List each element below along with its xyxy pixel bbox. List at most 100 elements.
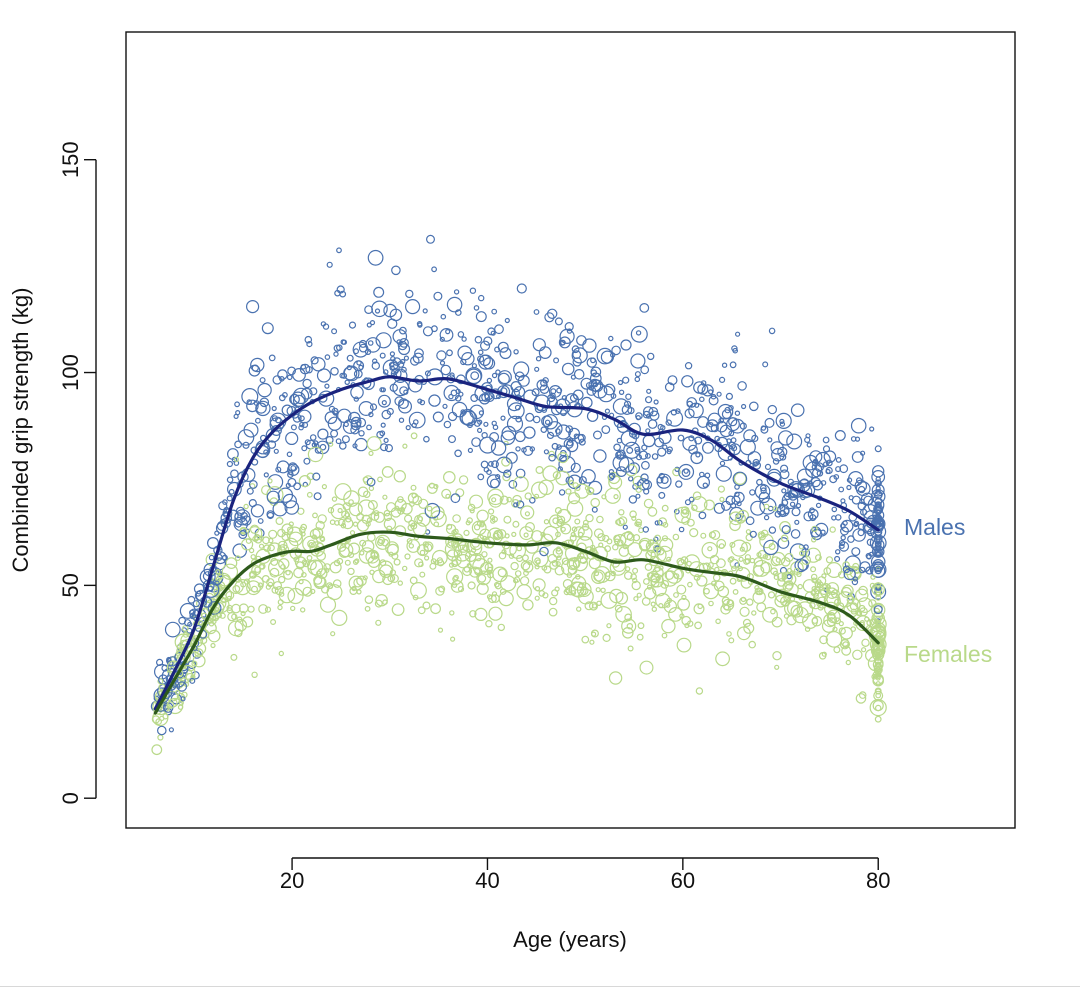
female-point: [557, 452, 569, 464]
male-point: [869, 561, 887, 578]
male-point: [555, 424, 572, 440]
male-point: [702, 482, 709, 488]
female-point: [348, 575, 364, 591]
male-point: [847, 535, 855, 543]
female-point: [602, 633, 611, 643]
male-point: [790, 403, 805, 417]
male-point: [451, 401, 468, 418]
male-point: [336, 285, 345, 294]
male-point: [490, 330, 496, 336]
male-point: [664, 382, 675, 392]
female-point: [512, 520, 520, 528]
male-point: [516, 500, 525, 509]
male-point: [506, 415, 524, 432]
female-point: [383, 512, 392, 522]
female-point: [797, 583, 803, 590]
female-point: [482, 535, 488, 542]
male-point: [835, 457, 842, 463]
male-point: [500, 430, 516, 445]
male-point: [187, 621, 193, 627]
male-point: [840, 535, 846, 541]
male-point: [667, 375, 678, 386]
male-point: [666, 446, 673, 453]
female-point: [723, 604, 730, 611]
female-point: [548, 450, 555, 458]
female-point: [258, 543, 265, 549]
female-point: [446, 523, 453, 530]
male-point: [274, 416, 282, 424]
male-point: [846, 484, 852, 491]
male-point: [248, 480, 258, 489]
female-point: [522, 561, 534, 573]
male-point: [670, 409, 678, 416]
male-point: [535, 356, 542, 362]
female-point: [491, 497, 497, 503]
female-point: [633, 596, 639, 602]
male-point: [678, 526, 685, 533]
female-point: [301, 571, 307, 578]
female-point: [616, 517, 625, 527]
female-point: [321, 484, 327, 490]
male-point: [625, 393, 632, 400]
female-point: [430, 603, 442, 615]
male-point: [208, 554, 215, 561]
female-point: [686, 560, 692, 567]
female-point: [728, 637, 735, 644]
female-point: [841, 584, 854, 597]
female-point: [502, 473, 511, 482]
female-point: [694, 621, 702, 630]
male-point: [497, 372, 510, 385]
female-point: [308, 541, 314, 548]
female-point: [838, 627, 846, 635]
female-point: [323, 563, 331, 571]
male-point: [368, 411, 374, 418]
male-point: [601, 425, 611, 435]
male-point: [547, 308, 558, 319]
female-point: [772, 570, 779, 577]
female-point: [233, 456, 239, 462]
female-point: [239, 526, 248, 535]
female-point: [780, 534, 789, 543]
female-point: [221, 563, 239, 581]
male-point: [271, 405, 277, 412]
male-point: [643, 479, 650, 485]
male-point: [332, 410, 338, 416]
female-point: [333, 559, 341, 567]
female-point: [511, 531, 517, 538]
male-point: [207, 536, 220, 549]
trend-curves: [153, 375, 880, 715]
male-point: [678, 463, 695, 480]
female-point: [543, 519, 550, 525]
male-point: [812, 458, 819, 464]
female-point: [328, 441, 334, 447]
female-point: [870, 574, 876, 580]
female-point: [652, 566, 664, 579]
female-point: [595, 587, 601, 593]
female-point: [358, 547, 376, 564]
male-point: [608, 335, 614, 342]
female-point: [476, 570, 492, 586]
female-point: [729, 541, 736, 548]
female-point: [636, 633, 644, 641]
male-point: [591, 506, 598, 513]
female-point: [593, 528, 604, 539]
male-point: [257, 518, 264, 524]
male-point: [251, 364, 259, 372]
male-point: [628, 495, 638, 504]
female-point: [257, 582, 263, 588]
female-point: [571, 526, 578, 533]
male-point: [257, 382, 272, 398]
female-point: [332, 579, 342, 588]
male-point: [739, 422, 747, 430]
male-point: [408, 411, 426, 429]
male-point: [639, 303, 650, 313]
male-point: [356, 417, 367, 428]
male-point: [559, 339, 566, 346]
male-point: [854, 479, 868, 493]
male-point: [287, 477, 297, 487]
female-point: [869, 698, 887, 717]
female-point: [743, 622, 755, 634]
male-point: [460, 358, 467, 366]
male-point: [682, 436, 697, 451]
male-point: [359, 339, 368, 348]
